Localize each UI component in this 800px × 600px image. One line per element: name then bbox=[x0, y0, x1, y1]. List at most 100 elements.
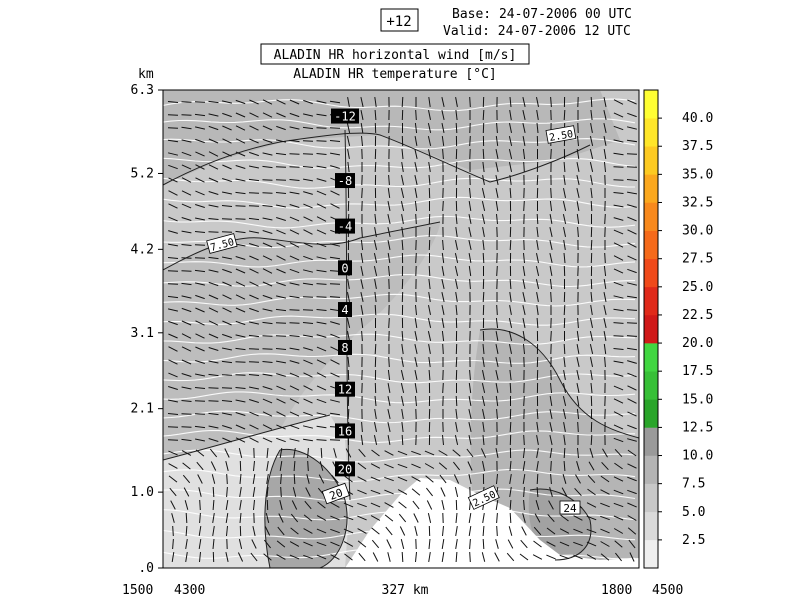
wind-vector bbox=[613, 348, 624, 350]
wind-vector bbox=[507, 539, 514, 549]
wind-vector bbox=[248, 178, 260, 182]
isotherm bbox=[163, 429, 635, 443]
wind-vector bbox=[195, 438, 205, 442]
isotherm bbox=[163, 98, 636, 112]
wind-vector bbox=[590, 318, 593, 328]
wind-vector bbox=[262, 112, 273, 118]
wind-vector bbox=[167, 426, 179, 428]
wind-vector bbox=[509, 369, 512, 381]
wind-vector bbox=[627, 385, 637, 391]
wind-vector bbox=[275, 348, 287, 350]
wind-vector bbox=[252, 525, 256, 537]
wind-vector bbox=[467, 461, 473, 471]
wind-vector bbox=[275, 322, 287, 324]
wind-vector bbox=[361, 135, 363, 147]
wind-vector bbox=[401, 162, 404, 172]
wind-vector bbox=[289, 335, 300, 337]
wind-vector bbox=[414, 383, 418, 393]
wind-vector bbox=[262, 321, 273, 325]
wind-vector bbox=[576, 187, 580, 199]
wind-vector bbox=[330, 321, 340, 325]
wind-vector bbox=[181, 307, 192, 313]
wind-vector bbox=[522, 331, 526, 341]
wind-vector bbox=[347, 408, 350, 420]
wind-vector bbox=[360, 110, 364, 120]
wind-vector bbox=[536, 110, 539, 120]
wind-vector bbox=[373, 239, 378, 251]
wind-vector bbox=[344, 475, 353, 483]
wind-vector bbox=[549, 421, 553, 433]
forecast-step-box bbox=[380, 8, 419, 32]
wind-vector bbox=[347, 292, 350, 302]
wind-vector bbox=[168, 203, 178, 209]
wind-vector bbox=[442, 200, 444, 212]
wind-vector bbox=[262, 152, 273, 156]
wind-vector bbox=[357, 489, 367, 495]
wind-vector bbox=[546, 527, 556, 535]
wind-vector bbox=[522, 291, 526, 303]
wind-vector bbox=[195, 190, 205, 196]
wind-vector bbox=[289, 295, 300, 299]
wind-vectors bbox=[167, 96, 638, 563]
wind-vector bbox=[291, 500, 298, 510]
wind-vector bbox=[265, 512, 270, 524]
wind-vector bbox=[601, 461, 609, 471]
wind-vector bbox=[481, 200, 486, 212]
wind-vector bbox=[562, 474, 567, 484]
wind-vector bbox=[303, 398, 313, 404]
wind-vector bbox=[248, 321, 260, 325]
wind-vector bbox=[276, 554, 286, 560]
wind-vector bbox=[550, 330, 552, 342]
wind-vector bbox=[222, 151, 232, 157]
wind-vector bbox=[195, 164, 205, 170]
wind-vector bbox=[590, 175, 593, 185]
wind-vector bbox=[249, 268, 259, 274]
wind-vector bbox=[370, 463, 381, 469]
wind-vector bbox=[455, 122, 458, 134]
title-box bbox=[260, 43, 530, 65]
wind-vector bbox=[221, 218, 233, 220]
wind-vector bbox=[468, 421, 472, 433]
wind-vector bbox=[167, 439, 179, 441]
wind-vector bbox=[249, 255, 259, 261]
wind-vector bbox=[535, 265, 540, 277]
wind-vector bbox=[590, 96, 593, 108]
wind-vector bbox=[495, 317, 499, 329]
wind-vector bbox=[194, 425, 206, 429]
wind-contour bbox=[529, 488, 592, 561]
wind-vector bbox=[289, 229, 300, 235]
wind-vector bbox=[613, 217, 624, 221]
wind-vector bbox=[441, 291, 445, 303]
wind-vector bbox=[238, 538, 243, 550]
wind-vector bbox=[590, 291, 593, 303]
wind-vector bbox=[330, 399, 340, 403]
wind-vector bbox=[371, 449, 380, 457]
wind-vector bbox=[235, 205, 246, 207]
wind-vector bbox=[235, 178, 246, 182]
wind-vector bbox=[181, 426, 192, 428]
wind-vector bbox=[249, 112, 259, 118]
wind-vector bbox=[577, 226, 579, 238]
wind-vector bbox=[613, 411, 624, 417]
wind-vector bbox=[509, 460, 512, 472]
wind-vector bbox=[509, 474, 512, 484]
wind-vector bbox=[495, 383, 499, 393]
wind-vector bbox=[276, 281, 286, 287]
wind-vector bbox=[263, 553, 272, 561]
wind-vector bbox=[613, 373, 624, 377]
wind-vector bbox=[522, 474, 526, 484]
wind-vector bbox=[535, 278, 540, 290]
wind-vector bbox=[586, 541, 597, 547]
wind-vector bbox=[302, 269, 314, 273]
wind-vector bbox=[442, 239, 444, 251]
wind-vector bbox=[317, 501, 326, 509]
wind-vector bbox=[549, 200, 553, 212]
wind-vector bbox=[482, 357, 485, 367]
wind-vector bbox=[626, 139, 638, 143]
wind-vector bbox=[167, 295, 179, 299]
wind-vector bbox=[347, 149, 350, 159]
wind-vector bbox=[195, 333, 205, 339]
wind-vector bbox=[414, 200, 418, 212]
wind-vector bbox=[536, 174, 539, 186]
wind-vector bbox=[613, 179, 624, 181]
